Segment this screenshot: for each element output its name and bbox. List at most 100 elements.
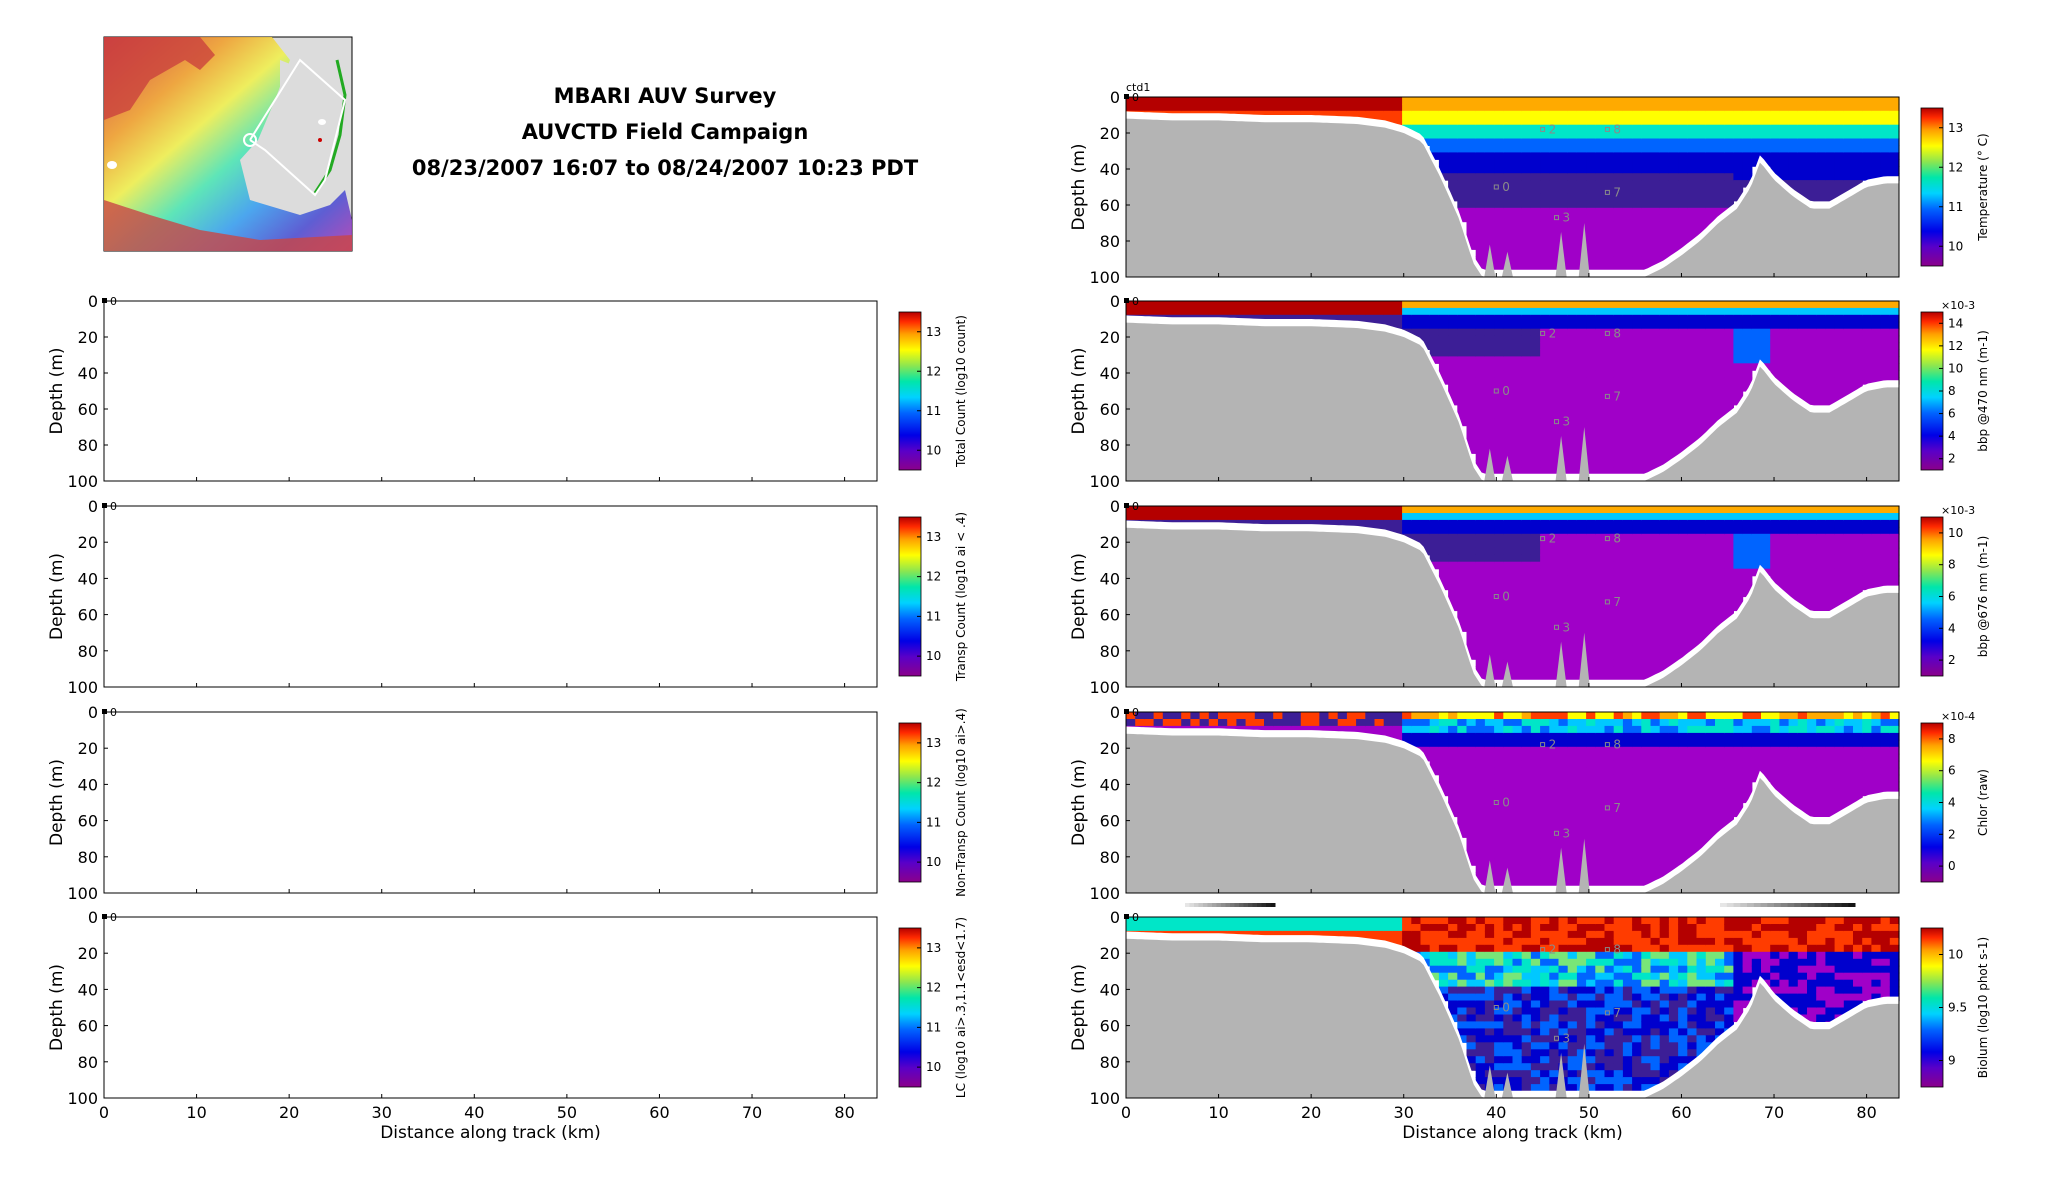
field-cell xyxy=(1770,781,1780,790)
field-cell xyxy=(1494,404,1504,413)
field-cell xyxy=(1705,526,1716,535)
field-cell xyxy=(1770,760,1780,769)
field-cell xyxy=(1788,173,1799,181)
field-cell xyxy=(1797,506,1808,514)
field-cell xyxy=(1558,159,1569,167)
field-cell xyxy=(1448,561,1458,570)
field-cell xyxy=(1494,774,1504,783)
field-cell xyxy=(1438,712,1449,720)
field-cell xyxy=(1622,342,1633,350)
seafloor-spike xyxy=(1484,448,1496,481)
field-cell xyxy=(1659,301,1670,309)
field-cell xyxy=(1429,725,1440,734)
field-cell xyxy=(1530,307,1541,316)
field-cell xyxy=(1751,712,1762,720)
field-cell xyxy=(1678,645,1688,653)
field-cell xyxy=(1595,603,1606,612)
colorbar-label: Total Count (log10 count) xyxy=(954,315,968,468)
field-cell xyxy=(1576,645,1587,653)
field-cell xyxy=(1889,561,1900,570)
field-cell xyxy=(1549,446,1560,454)
field-cell xyxy=(1770,356,1780,364)
field-cell xyxy=(1512,439,1523,447)
field-cell xyxy=(1162,307,1173,316)
field-cell xyxy=(1576,335,1587,344)
field-cell xyxy=(1604,547,1615,556)
field-cell xyxy=(1871,781,1882,790)
field-cell xyxy=(1889,103,1900,112)
field-cell xyxy=(1356,110,1366,119)
field-cell xyxy=(1567,568,1578,577)
field-cell xyxy=(1475,145,1486,153)
field-cell xyxy=(1586,533,1596,542)
field-cell xyxy=(1494,823,1504,831)
field-cell xyxy=(1687,506,1698,514)
field-cell xyxy=(1540,519,1550,528)
field-cell xyxy=(1319,110,1330,119)
field-cell xyxy=(1457,173,1468,181)
field-cell xyxy=(1595,138,1606,146)
field-cell xyxy=(1622,582,1633,591)
field-cell xyxy=(1843,384,1854,392)
field-cell xyxy=(1641,117,1652,126)
field-cell xyxy=(1696,356,1707,364)
field-cell xyxy=(1650,342,1661,350)
field-cell xyxy=(1208,719,1219,727)
field-cell xyxy=(1687,391,1698,399)
field-cell xyxy=(1475,575,1486,584)
field-cell xyxy=(1586,453,1596,461)
field-cell xyxy=(1696,568,1707,577)
field-cell xyxy=(1264,719,1274,727)
field-cell xyxy=(1853,513,1863,521)
field-cell xyxy=(1438,972,1449,981)
field-cell xyxy=(1613,712,1624,720)
field-cell xyxy=(1825,568,1836,577)
field-cell xyxy=(1622,411,1633,420)
field-cell xyxy=(1576,746,1587,755)
field-cell xyxy=(1862,767,1872,776)
map-marker-red xyxy=(318,138,322,142)
field-cell xyxy=(1770,166,1780,174)
field-cell xyxy=(1742,110,1753,119)
field-cell xyxy=(1512,526,1523,535)
field-cell xyxy=(1586,540,1596,549)
field-cell xyxy=(1586,263,1596,271)
field-cell xyxy=(1622,356,1633,364)
field-cell xyxy=(1411,506,1422,514)
field-cell xyxy=(1622,540,1633,549)
field-cell xyxy=(1484,519,1495,528)
field-cell xyxy=(1641,610,1652,618)
field-cell xyxy=(1457,363,1468,371)
field-cell xyxy=(1291,930,1302,939)
field-cell xyxy=(1521,180,1532,188)
field-cell xyxy=(1420,97,1431,105)
field-cell xyxy=(1779,173,1790,181)
field-cell xyxy=(1521,235,1532,243)
field-cell xyxy=(1825,519,1836,528)
field-cell xyxy=(1484,200,1495,209)
field-cell xyxy=(1558,370,1569,378)
field-cell xyxy=(1337,301,1348,309)
field-cell xyxy=(1567,712,1578,720)
field-cell xyxy=(1880,760,1891,769)
colorbar-tick-label: 10 xyxy=(1948,526,1963,540)
field-cell xyxy=(1549,603,1560,612)
field-cell xyxy=(1356,506,1366,514)
field-cell xyxy=(1595,746,1606,755)
field-cell xyxy=(1494,568,1504,577)
field-cell xyxy=(1779,321,1790,330)
field-cell xyxy=(1715,307,1725,316)
colorbar-tick-label: 13 xyxy=(926,325,941,339)
field-cell xyxy=(1825,370,1836,378)
field-cell xyxy=(1420,124,1431,133)
field-cell xyxy=(1705,568,1716,577)
field-cell xyxy=(1521,370,1532,378)
field-cell xyxy=(1834,725,1845,734)
field-cell xyxy=(1650,404,1661,413)
field-cell xyxy=(1337,307,1348,316)
field-cell xyxy=(1558,506,1569,514)
field-cell xyxy=(1319,917,1330,925)
field-cell xyxy=(1641,767,1652,776)
field-cell xyxy=(1705,377,1716,385)
field-cell xyxy=(1678,802,1688,811)
